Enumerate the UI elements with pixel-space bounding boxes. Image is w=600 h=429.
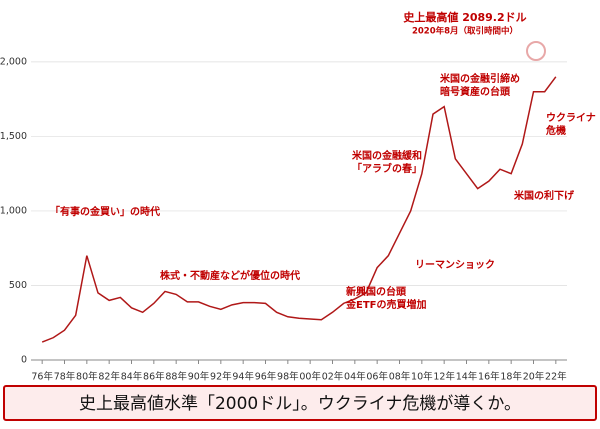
annotation: 危機 [546, 124, 566, 137]
y-tick-label: 0 [21, 355, 27, 366]
annotation: 金ETFの売買増加 [345, 298, 426, 311]
caption: 史上最高値水準「2000ドル」。ウクライナ危機が導くか。 [79, 394, 521, 414]
annotation: 米国の利下げ [514, 189, 575, 202]
x-tick-label: 12年 [433, 371, 455, 383]
y-tick-label: 500 [9, 280, 27, 291]
x-tick-label: 00年 [299, 371, 321, 383]
peak-marker [526, 41, 546, 61]
x-tick-label: 14年 [456, 371, 478, 383]
annotation: 「有事の金買い」の時代 [50, 205, 160, 218]
x-tick-label: 16年 [478, 371, 500, 383]
x-tick-label: 20年 [523, 371, 545, 383]
x-tick-label: 98年 [277, 371, 299, 383]
price-line [41, 76, 557, 343]
x-tick-label: 80年 [76, 371, 98, 383]
x-tick-label: 88年 [165, 371, 187, 383]
y-tick-label: 1,500 [0, 131, 27, 142]
x-tick-label: 06年 [366, 371, 388, 383]
x-tick-label: 10年 [411, 371, 433, 383]
annotation: 暗号資産の台頭 [440, 85, 511, 98]
annotation: 米国の金融緩和 [352, 149, 422, 162]
annotation: リーマンショック [415, 259, 495, 271]
annotation: 米国の金融引締め [440, 72, 520, 85]
x-tick-label: 22年 [545, 371, 567, 383]
x-tick-label: 90年 [188, 371, 210, 383]
annotation: 史上最高値 2089.2ドル [403, 10, 526, 24]
x-tick-label: 86年 [143, 371, 165, 383]
x-tick-label: 02年 [322, 371, 344, 383]
x-tick-label: 92年 [210, 371, 232, 383]
annotation: 2020年8月（取引時間中） [412, 26, 518, 37]
x-tick-label: 78年 [54, 371, 76, 383]
x-tick-label: 96年 [255, 371, 277, 383]
x-tick-label: 18年 [500, 371, 522, 383]
y-tick-label: 2,000 [0, 56, 27, 67]
annotation: 「アラブの春」 [352, 162, 422, 175]
annotation: ウクライナ [546, 112, 596, 124]
annotation: 株式・不動産などが優位の時代 [160, 269, 300, 282]
annotation: 新興国の台頭 [346, 285, 407, 298]
caption-box [3, 385, 597, 421]
x-tick-label: 82年 [98, 371, 120, 383]
x-tick-label: 08年 [389, 371, 411, 383]
x-tick-label: 04年 [344, 371, 366, 383]
x-tick-label: 84年 [121, 371, 143, 383]
x-tick-label: 94年 [232, 371, 254, 383]
x-tick-label: 76年 [31, 371, 53, 383]
y-tick-label: 1,000 [0, 205, 27, 216]
